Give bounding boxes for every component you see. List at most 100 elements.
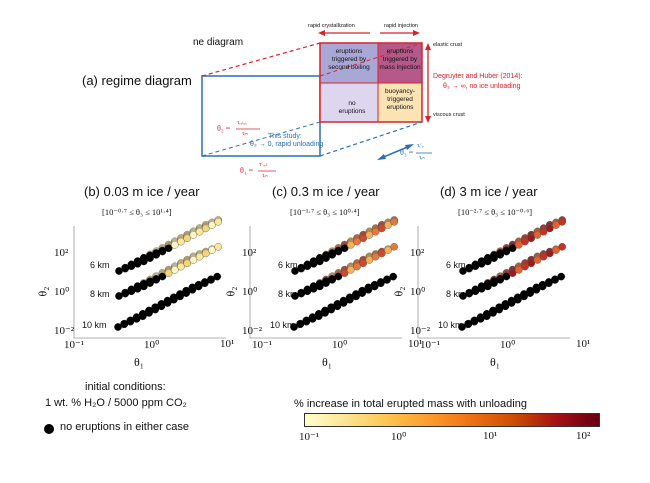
data-point [322, 279, 330, 287]
x-axis-label: θ₁ [134, 355, 144, 369]
data-point [383, 276, 391, 284]
data-point [359, 234, 368, 243]
data-point [170, 266, 179, 274]
arrow-diag-icon [377, 154, 386, 160]
data-point [527, 234, 536, 243]
panel-title: (c) 0.3 m ice / year [272, 184, 380, 199]
data-point [501, 302, 510, 311]
data-point [169, 295, 178, 304]
data-point [552, 221, 560, 229]
data-point [158, 247, 167, 256]
data-point [508, 269, 517, 278]
data-point [496, 275, 505, 284]
data-point [490, 279, 498, 287]
data-point [558, 217, 567, 226]
degruyter-limit: θ₃ → ∞, no ice unloading [443, 83, 521, 90]
arrow-right-icon [413, 30, 420, 36]
data-point [151, 305, 159, 314]
data-point [508, 244, 517, 252]
data-point [539, 252, 548, 261]
depth-label: 8 km [278, 289, 298, 299]
depth-label: 8 km [90, 289, 110, 299]
no-eruptions-legend: no eruptions in either case [60, 421, 190, 433]
data-point [364, 285, 373, 294]
data-point [176, 292, 184, 301]
data-point [201, 249, 210, 258]
depth-label: 6 km [446, 260, 466, 270]
region-none-fill [320, 83, 378, 122]
panel-title: (d) 3 m ice / year [440, 184, 538, 199]
data-point [146, 279, 154, 287]
theta3-def-num: τᵢᶜₑ [417, 143, 424, 149]
panel-title: (b) 0.03 m ice / year [84, 184, 200, 199]
theta1-def-lhs: θ₁ = [240, 166, 254, 175]
data-point [189, 231, 198, 239]
data-point [538, 282, 547, 291]
colorbar [304, 413, 600, 427]
region-buoy-fill [378, 83, 422, 122]
y-tick-label: 10⁻² [54, 325, 75, 337]
data-point [200, 279, 209, 288]
data-point [545, 279, 553, 288]
data-point [340, 269, 349, 278]
x-tick-label: 10¹ [220, 338, 235, 350]
y-tick-label: 10⁰ [242, 286, 258, 298]
colorbar-tick-label: 10⁻¹ [299, 431, 320, 443]
region-none-label: no eruptions [338, 100, 366, 115]
arrow-left-icon [318, 30, 325, 36]
colorbar-title: % increase in total erupted mass with un… [294, 398, 527, 410]
data-point [322, 254, 330, 262]
data-point [163, 299, 172, 307]
initial-conditions-title: initial conditions: [85, 381, 166, 393]
data-point [482, 312, 491, 321]
data-point [345, 295, 354, 304]
data-point [339, 299, 348, 307]
theta2-def-num: τᵣₑₗₐₓ [237, 120, 247, 126]
data-point [546, 249, 554, 258]
data-point [532, 285, 541, 294]
theta2-def-den: τᵢₙ [242, 131, 248, 137]
data-point [327, 305, 336, 314]
data-point [189, 256, 198, 264]
data-point [384, 246, 392, 254]
theta3-range: [10⁻¹·⁷ ≤ θ₃ ≤ 10⁰·⁴] [290, 207, 360, 217]
data-point [188, 285, 197, 294]
x-axis-label: θ₁ [322, 355, 332, 369]
data-point [521, 237, 529, 246]
arrow-down-icon [425, 116, 431, 123]
depth-label: 10 km [82, 320, 107, 330]
region-boiling-label: eruptions triggered by second boiling [328, 48, 370, 71]
data-point [152, 275, 160, 284]
data-point [145, 309, 153, 317]
y-tick-label: 10⁻² [410, 325, 431, 337]
data-point [334, 247, 343, 256]
data-point [371, 227, 380, 236]
theta1-def-den: τᵢₙ [262, 173, 268, 179]
rapid-injection-label: rapid injection [384, 23, 418, 29]
data-point [390, 217, 399, 226]
data-point [370, 282, 379, 291]
data-point [507, 299, 516, 307]
rapid-crystallization-label: rapid crystallization [308, 23, 355, 29]
data-point [515, 266, 523, 274]
data-point [213, 272, 221, 281]
data-point [390, 242, 399, 251]
data-point [214, 242, 222, 251]
data-point [527, 259, 536, 268]
x-tick-label: 10⁻¹ [64, 339, 85, 351]
data-point [158, 272, 167, 281]
theta3-def-lhs: θ₃ = [400, 148, 414, 157]
data-point [201, 224, 210, 233]
arrow-up-icon [425, 43, 431, 50]
depth-label: 10 km [438, 320, 463, 330]
data-point [496, 250, 505, 259]
data-point [365, 231, 374, 239]
colorbar-tick-label: 10¹ [483, 430, 498, 442]
x-tick-label: 10¹ [576, 338, 591, 350]
panel-a-title: (a) regime diagram [82, 73, 192, 88]
data-point [314, 312, 323, 321]
data-point [164, 244, 173, 252]
data-point [495, 305, 504, 314]
